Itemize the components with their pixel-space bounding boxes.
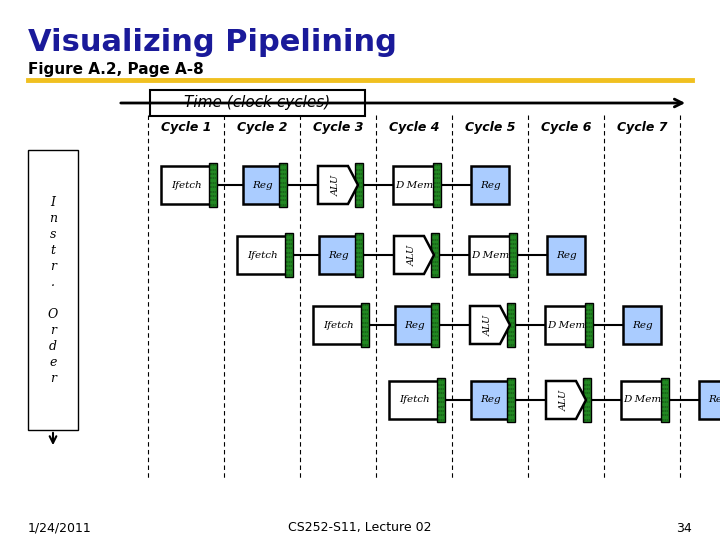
FancyBboxPatch shape (661, 378, 669, 422)
FancyBboxPatch shape (209, 163, 217, 207)
FancyBboxPatch shape (279, 163, 287, 207)
Text: I
n
s
t
r
.
 
O
r
d
e
r: I n s t r . O r d e r (48, 195, 58, 384)
FancyBboxPatch shape (28, 150, 78, 430)
Text: Cycle 2: Cycle 2 (237, 122, 287, 134)
FancyBboxPatch shape (471, 166, 509, 204)
Text: Cycle 1: Cycle 1 (161, 122, 211, 134)
FancyBboxPatch shape (355, 163, 363, 207)
FancyBboxPatch shape (431, 233, 439, 277)
Text: Reg: Reg (404, 321, 424, 329)
FancyBboxPatch shape (150, 90, 365, 116)
FancyBboxPatch shape (313, 306, 363, 344)
Text: D Mem: D Mem (623, 395, 661, 404)
FancyBboxPatch shape (433, 163, 441, 207)
Text: CS252-S11, Lecture 02: CS252-S11, Lecture 02 (288, 522, 432, 535)
FancyBboxPatch shape (431, 303, 439, 347)
Text: Ifetch: Ifetch (399, 395, 429, 404)
Text: Reg: Reg (708, 395, 720, 404)
Text: ALU: ALU (331, 174, 341, 195)
Polygon shape (394, 236, 434, 274)
FancyBboxPatch shape (621, 381, 663, 419)
Text: 34: 34 (676, 522, 692, 535)
FancyBboxPatch shape (507, 378, 515, 422)
Text: Visualizing Pipelining: Visualizing Pipelining (28, 28, 397, 57)
Text: Ifetch: Ifetch (171, 180, 202, 190)
FancyBboxPatch shape (393, 166, 435, 204)
Text: Cycle 5: Cycle 5 (464, 122, 516, 134)
Text: Reg: Reg (252, 180, 272, 190)
Text: Reg: Reg (556, 251, 576, 260)
Text: Cycle 6: Cycle 6 (541, 122, 591, 134)
FancyBboxPatch shape (389, 381, 439, 419)
FancyBboxPatch shape (509, 233, 517, 277)
Text: Cycle 4: Cycle 4 (389, 122, 439, 134)
FancyBboxPatch shape (585, 303, 593, 347)
FancyBboxPatch shape (547, 236, 585, 274)
FancyBboxPatch shape (469, 236, 511, 274)
FancyBboxPatch shape (243, 166, 281, 204)
Text: ALU: ALU (408, 245, 416, 266)
FancyBboxPatch shape (471, 381, 509, 419)
FancyBboxPatch shape (355, 233, 363, 277)
Text: ALU: ALU (559, 389, 569, 410)
Text: 1/24/2011: 1/24/2011 (28, 522, 91, 535)
FancyBboxPatch shape (319, 236, 357, 274)
Polygon shape (318, 166, 358, 204)
Text: Cycle 3: Cycle 3 (312, 122, 364, 134)
Text: D Mem: D Mem (395, 180, 433, 190)
FancyBboxPatch shape (237, 236, 287, 274)
Polygon shape (546, 381, 586, 419)
FancyBboxPatch shape (161, 166, 211, 204)
Text: Ifetch: Ifetch (247, 251, 277, 260)
Text: Reg: Reg (480, 395, 500, 404)
Text: Figure A.2, Page A-8: Figure A.2, Page A-8 (28, 62, 204, 77)
FancyBboxPatch shape (583, 378, 591, 422)
Text: ALU: ALU (484, 314, 492, 336)
Polygon shape (470, 306, 510, 344)
Text: D Mem: D Mem (471, 251, 509, 260)
FancyBboxPatch shape (699, 381, 720, 419)
FancyBboxPatch shape (437, 378, 445, 422)
FancyBboxPatch shape (361, 303, 369, 347)
FancyBboxPatch shape (623, 306, 661, 344)
FancyBboxPatch shape (545, 306, 587, 344)
Text: Time (clock cycles): Time (clock cycles) (184, 96, 330, 111)
Text: Reg: Reg (480, 180, 500, 190)
Text: Reg: Reg (631, 321, 652, 329)
Text: Cycle 7: Cycle 7 (617, 122, 667, 134)
FancyBboxPatch shape (285, 233, 293, 277)
Text: D Mem: D Mem (547, 321, 585, 329)
Text: Reg: Reg (328, 251, 348, 260)
FancyBboxPatch shape (395, 306, 433, 344)
FancyBboxPatch shape (507, 303, 515, 347)
Text: Ifetch: Ifetch (323, 321, 354, 329)
